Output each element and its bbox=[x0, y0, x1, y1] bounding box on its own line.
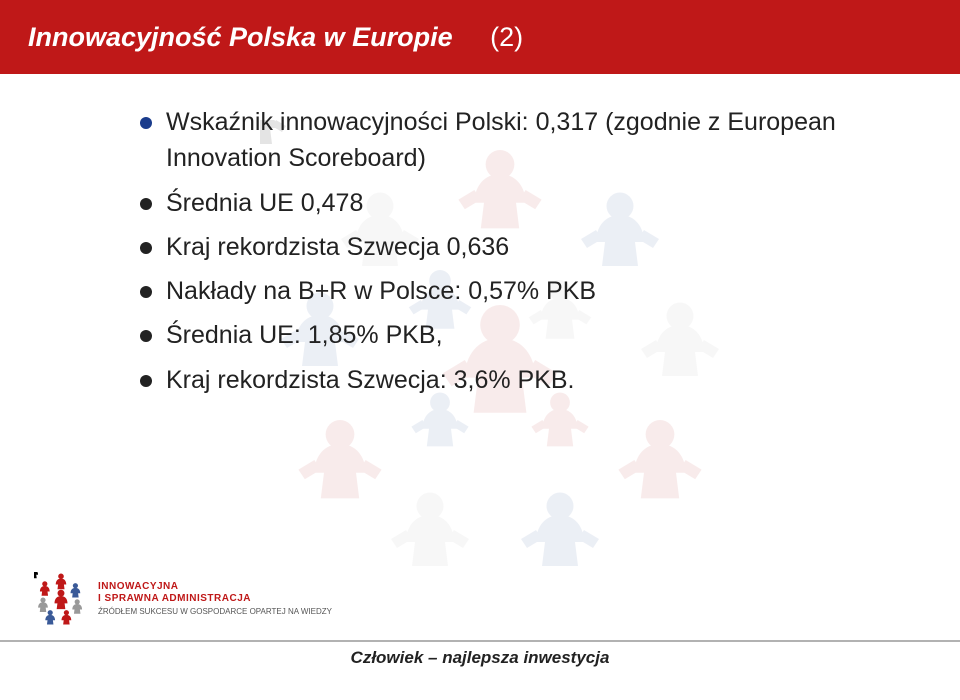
footer-logo: INNOWACYJNA I SPRAWNA ADMINISTRACJA ŹRÓD… bbox=[34, 572, 332, 626]
bullet-item: Średnia UE 0,478 bbox=[140, 185, 900, 221]
content-area: Wskaźnik innowacyjności Polski: 0,317 (z… bbox=[0, 74, 960, 398]
bullet-dot-icon bbox=[140, 117, 152, 129]
bullet-dot-icon bbox=[140, 198, 152, 210]
footer-logo-text: INNOWACYJNA I SPRAWNA ADMINISTRACJA ŹRÓD… bbox=[98, 581, 332, 617]
footer-divider bbox=[0, 640, 960, 642]
header-bar: Innowacyjność Polska w Europie (2) bbox=[0, 0, 960, 74]
bullet-dot-icon bbox=[140, 375, 152, 387]
bullet-item: Średnia UE: 1,85% PKB, bbox=[140, 317, 900, 353]
logo-line-1: INNOWACYJNA bbox=[98, 581, 332, 593]
slide: Innowacyjność Polska w Europie (2) Wskaź… bbox=[0, 0, 960, 700]
footer-tagline: Człowiek – najlepsza inwestycja bbox=[0, 648, 960, 668]
people-burst-icon bbox=[34, 572, 88, 626]
bullet-dot-icon bbox=[140, 286, 152, 298]
bullet-text: Nakłady na B+R w Polsce: 0,57% PKB bbox=[166, 273, 596, 309]
page-title: Innowacyjność Polska w Europie (2) bbox=[28, 22, 523, 53]
bullet-text: Kraj rekordzista Szwecja 0,636 bbox=[166, 229, 509, 265]
bullet-text: Średnia UE: 1,85% PKB, bbox=[166, 317, 443, 353]
page-marker: (2) bbox=[490, 22, 523, 52]
bullet-text: Kraj rekordzista Szwecja: 3,6% PKB. bbox=[166, 362, 575, 398]
bullet-dot-icon bbox=[140, 330, 152, 342]
bullet-item: Kraj rekordzista Szwecja: 3,6% PKB. bbox=[140, 362, 900, 398]
bullet-text: Wskaźnik innowacyjności Polski: 0,317 (z… bbox=[166, 104, 900, 177]
bullet-dot-icon bbox=[140, 242, 152, 254]
title-text: Innowacyjność Polska w Europie bbox=[28, 22, 453, 52]
logo-subline: ŹRÓDŁEM SUKCESU W GOSPODARCE OPARTEJ NA … bbox=[98, 607, 332, 617]
bullet-item: Kraj rekordzista Szwecja 0,636 bbox=[140, 229, 900, 265]
bullet-item: Nakłady na B+R w Polsce: 0,57% PKB bbox=[140, 273, 900, 309]
logo-line-2: I SPRAWNA ADMINISTRACJA bbox=[98, 593, 332, 605]
bullet-text: Średnia UE 0,478 bbox=[166, 185, 363, 221]
footer-band: Człowiek – najlepsza inwestycja bbox=[0, 640, 960, 672]
bullet-item: Wskaźnik innowacyjności Polski: 0,317 (z… bbox=[140, 104, 900, 177]
